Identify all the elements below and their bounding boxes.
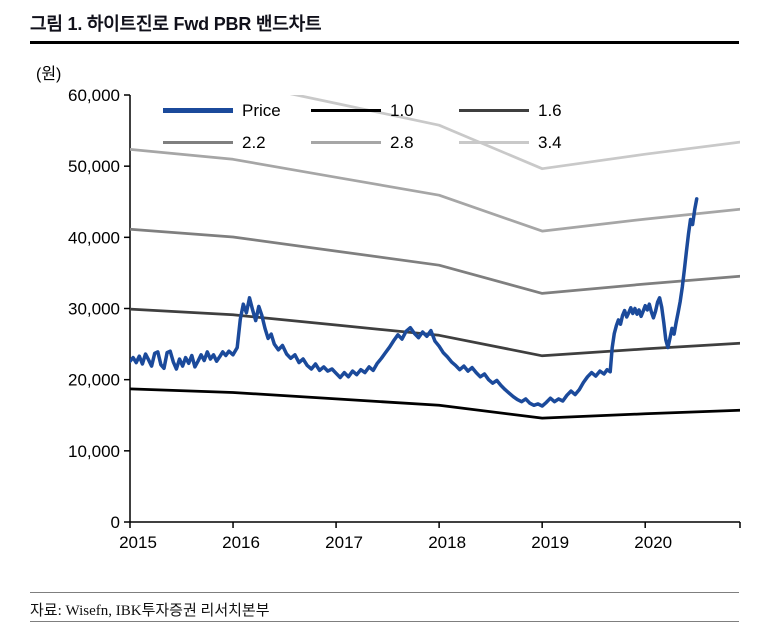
y-tick-label: 10,000 [68, 442, 120, 461]
source-text: 자료: Wisefn, IBK투자증권 리서치본부 [30, 603, 270, 619]
legend-item-Price: Price [163, 100, 311, 121]
x-tick-label: 2017 [325, 533, 363, 552]
legend-swatch-2.8 [311, 141, 381, 144]
x-tick-label: 2019 [531, 533, 569, 552]
legend-label-2.8: 2.8 [390, 132, 414, 152]
legend-label-3.4: 3.4 [538, 132, 562, 152]
legend-item-1.0: 1.0 [311, 100, 459, 121]
y-tick-label: 20,000 [68, 371, 120, 390]
legend-swatch-1.0 [311, 109, 381, 112]
y-tick-label: 40,000 [68, 228, 120, 247]
x-tick-label: 2015 [119, 533, 157, 552]
series-line-2.2 [130, 227, 740, 295]
legend-label-Price: Price [242, 100, 281, 120]
figure-title: 그림 1. 하이트진로 Fwd PBR 밴드차트 [30, 14, 322, 34]
x-tick-label: 2020 [634, 533, 672, 552]
series-line-Price [130, 197, 699, 408]
y-axis: 0 10,000 20,000 30,000 40,000 50,000 60,000 [68, 86, 130, 532]
chart-area: 0 10,000 20,000 30,000 40,000 50,000 60,000 201… [0, 78, 768, 560]
source-divider-bottom [30, 621, 739, 622]
series-line-1.6 [130, 307, 740, 358]
title-divider [30, 41, 739, 44]
y-tick-label: 60,000 [68, 86, 120, 105]
x-tick-label: 2016 [222, 533, 260, 552]
y-axis-unit-label: (원) [36, 66, 62, 83]
legend-item-1.6: 1.6 [459, 100, 607, 121]
x-tick-label: 2018 [428, 533, 466, 552]
y-tick-label: 50,000 [68, 157, 120, 176]
fwd-pbr-band-chart: 0 10,000 20,000 30,000 40,000 50,000 60,000 201… [68, 86, 741, 552]
legend-swatch-3.4 [459, 141, 529, 144]
source-divider-top [30, 592, 739, 593]
series-line-1.0 [130, 387, 740, 420]
x-axis: 2015 2016 2017 2018 2019 2020 [119, 522, 741, 552]
legend-swatch-1.6 [459, 109, 529, 112]
legend-label-1.0: 1.0 [390, 100, 414, 120]
legend-label-1.6: 1.6 [538, 100, 562, 120]
legend-item-2.8: 2.8 [311, 132, 459, 153]
legend-swatch-2.2 [163, 141, 233, 144]
y-tick-label: 30,000 [68, 300, 120, 319]
legend-item-2.2: 2.2 [163, 132, 311, 153]
chart-legend: Price 1.0 1.6 2.2 2.8 3.4 [163, 100, 607, 153]
legend-item-3.4: 3.4 [459, 132, 607, 153]
legend-swatch-Price [163, 108, 233, 113]
legend-label-2.2: 2.2 [242, 132, 266, 152]
series-line-3.4 [289, 95, 740, 171]
y-tick-label: 0 [111, 513, 120, 532]
series-line-2.8 [130, 148, 740, 233]
